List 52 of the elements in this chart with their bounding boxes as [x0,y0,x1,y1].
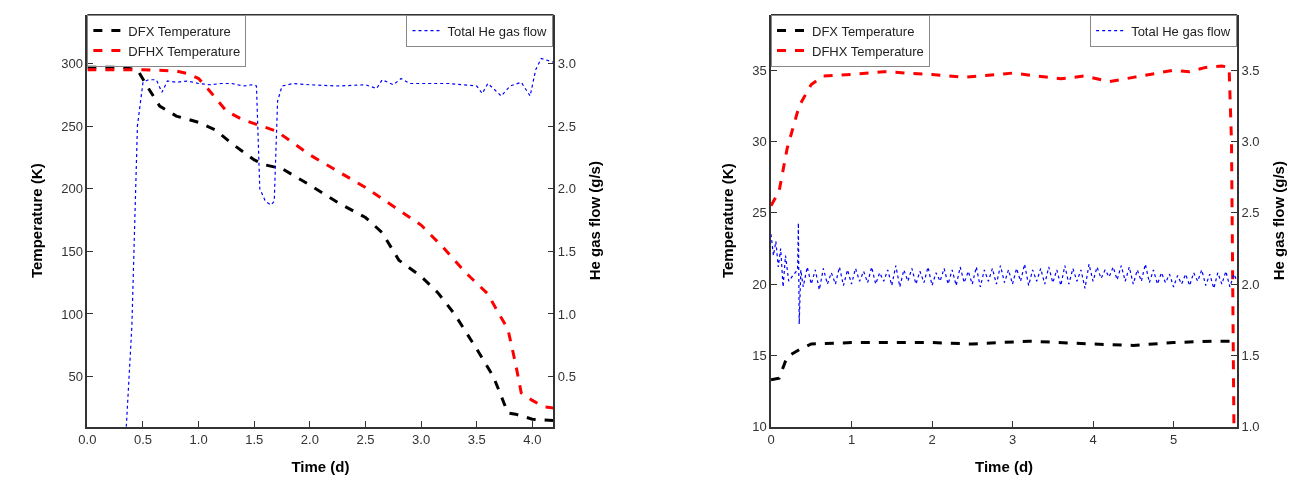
y2-tick-label: 1.0 [557,306,576,322]
y-tick-label: 50 [68,369,84,385]
x-tick-label: 1.0 [189,432,208,448]
x-axis-title: Time (d) [975,457,1034,475]
y-tick-label: 250 [61,118,84,134]
x-tick-label: 4 [1089,432,1097,448]
y2-tick-label: 3.0 [1241,134,1260,150]
x-tick-label: 2.0 [300,432,319,448]
x-tick-label: 3 [1008,432,1017,448]
x-tick-label: 1.5 [245,432,264,448]
y2-tick-label: 1.5 [1241,347,1260,363]
x-tick-label: 2 [928,432,936,448]
y-tick-label: 35 [752,62,767,78]
legend-label: Total He gas flow [1131,23,1231,39]
y-tick-label: 150 [61,243,84,259]
y-tick-label: 100 [61,306,84,322]
y-tick-label: 20 [752,276,767,292]
y2-tick-label: 1.0 [1241,419,1260,435]
x-axis-title: Time (d) [291,457,350,475]
y2-tick-label: 2.0 [1241,276,1260,292]
y2-tick-label: 2.0 [557,181,576,197]
y2-tick-label: 1.5 [557,243,576,259]
x-tick-label: 3.5 [467,432,486,448]
x-tick-label: 5 [1169,432,1178,448]
x-tick-label: 2.5 [356,432,375,448]
y-tick-label: 200 [61,181,84,197]
y-axis-title: Temperature (K) [28,163,46,279]
y-axis-title: Temperature (K) [718,163,736,279]
y-tick-label: 30 [752,134,767,150]
x-tick-label: 3.0 [412,432,431,448]
y2-tick-label: 3.5 [1241,62,1260,78]
y-tick-label: 300 [61,56,84,72]
y2-tick-label: 2.5 [557,118,576,134]
x-tick-label: 0.0 [78,432,97,448]
y2-tick-label: 2.5 [1241,205,1260,221]
legend-label: DFX Temperature [812,23,915,39]
line-series [771,222,1238,325]
y2-tick-label: 3.0 [557,56,576,72]
y-tick-label: 15 [752,347,767,363]
legend-label: Total He gas flow [447,23,548,39]
y2-tick-label: 0.5 [557,369,576,385]
x-tick-label: 0.5 [133,432,153,448]
x-tick-label: 4.0 [523,432,542,448]
y-tick-label: 25 [752,205,767,221]
y-tick-label: 10 [752,419,767,435]
legend-label: DFHX Temperature [812,43,924,59]
x-tick-label: 0 [767,432,775,448]
legend-label: DFX Temperature [128,23,231,39]
legend-label: DFHX Temperature [128,43,241,59]
y2-axis-title: He gas flow (g/s) [1270,161,1288,281]
y2-axis-title: He gas flow (g/s) [586,161,604,281]
x-tick-label: 1 [847,432,856,448]
